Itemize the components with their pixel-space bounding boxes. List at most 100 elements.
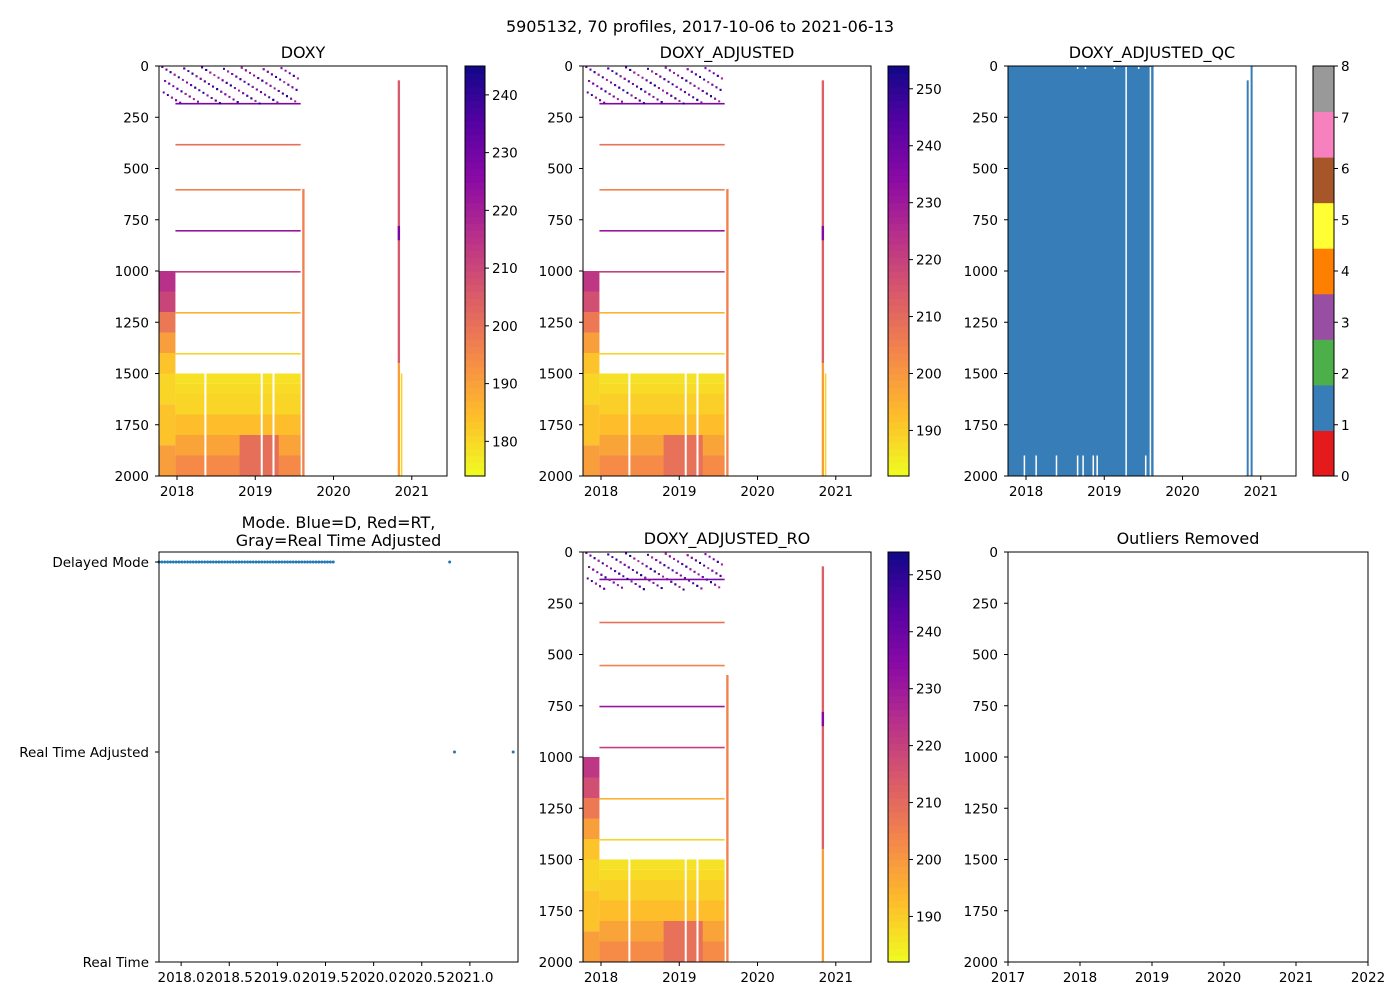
heatmap-speck — [712, 72, 715, 75]
heatmap-speck — [605, 78, 608, 81]
heatmap-speck — [218, 102, 221, 105]
heatmap-speck — [664, 552, 667, 555]
heatmap-speck — [637, 74, 640, 77]
heatmap-speck — [711, 569, 714, 572]
colorbar-segment — [888, 189, 909, 197]
heatmap-speck — [616, 584, 619, 587]
heatmap-speck — [590, 580, 593, 583]
heatmap-speck — [195, 75, 198, 78]
heatmap-cell — [599, 941, 725, 962]
colorbar-segment — [465, 113, 485, 122]
colorbar-segment — [465, 407, 485, 416]
heatmap-speck — [670, 580, 673, 583]
colorbar-segment — [888, 695, 909, 703]
doxy_adj-axes-frame — [582, 65, 872, 477]
qc-colorbar-segment — [1313, 293, 1334, 340]
heatmap-gap — [204, 373, 207, 476]
heatmap-speck — [611, 70, 614, 73]
heatmap-speck — [638, 585, 641, 588]
colorbar-segment — [888, 627, 909, 635]
qc-profile-line — [1246, 80, 1249, 476]
heatmap-speck — [166, 94, 169, 97]
delayed-mode-point — [325, 560, 329, 564]
colorbar-segment — [465, 271, 485, 279]
heatmap-speck — [697, 573, 700, 576]
qc-gap — [1076, 455, 1079, 476]
colorbar-segment — [888, 593, 909, 601]
x-tick-label: 2020 — [1207, 970, 1241, 986]
delayed-mode-point — [328, 560, 332, 564]
colorbar-segment — [888, 804, 909, 813]
colorbar-frame — [887, 65, 910, 477]
heatmap-speck — [605, 564, 608, 567]
heatmap-speck — [699, 561, 702, 564]
colorbar-segment — [888, 66, 909, 74]
colorbar-segment — [465, 312, 485, 320]
colorbar-segment — [888, 421, 909, 429]
heatmap-speck — [283, 81, 286, 84]
heatmap-speck — [634, 96, 637, 99]
heatmap-speck — [646, 67, 649, 70]
heatmap-speck — [703, 564, 706, 567]
delayed-mode-point — [257, 560, 261, 564]
heatmap-speck — [703, 78, 706, 81]
colorbar-segment — [465, 141, 485, 149]
y-tick-label: 0 — [564, 59, 573, 75]
colorbar-segment — [465, 189, 485, 197]
heatmap-speck — [679, 88, 682, 91]
colorbar-segment — [888, 880, 909, 888]
y-tick-label: 750 — [547, 699, 573, 715]
heatmap-speck — [662, 575, 665, 578]
colorbar-segment — [465, 216, 485, 224]
y-tick-label: 750 — [547, 213, 573, 229]
colorbar-segment — [888, 832, 909, 840]
colorbar-segment — [888, 230, 909, 238]
heatmap-cell — [175, 414, 301, 435]
heatmap-speck — [619, 561, 622, 564]
heatmap-speck — [604, 576, 607, 579]
colorbar-segment — [888, 770, 909, 779]
colorbar-segment — [888, 640, 909, 649]
heatmap-cell — [599, 455, 725, 476]
heatmap-speck — [714, 97, 717, 100]
heatmap-speck — [663, 564, 666, 567]
heatmap-speck — [636, 85, 639, 88]
colorbar-segment — [888, 346, 909, 354]
heatmap-band — [175, 102, 301, 105]
colorbar-segment — [888, 428, 909, 436]
delayed-mode-point — [197, 560, 201, 564]
x-tick-label: 2019 — [238, 484, 272, 500]
heatmap-speck — [719, 574, 722, 577]
heatmap-band — [599, 189, 725, 191]
colorbar-segment — [888, 325, 909, 334]
colorbar-segment — [888, 305, 909, 313]
colorbar-tick-label: 220 — [492, 203, 518, 219]
heatmap-speck — [652, 581, 655, 584]
heatmap-speck — [652, 95, 655, 98]
heatmap-speck — [273, 87, 276, 90]
heatmap-cell — [397, 225, 401, 241]
y-tick-label: 1500 — [539, 853, 573, 869]
colorbar-segment — [888, 709, 909, 717]
heatmap-speck — [601, 76, 604, 79]
heatmap-speck — [719, 88, 722, 91]
heatmap-speck — [681, 77, 684, 80]
colorbar-segment — [465, 373, 485, 381]
colorbar-segment — [888, 565, 909, 574]
delayed-mode-point — [297, 560, 301, 564]
heatmap-speck — [233, 87, 236, 90]
colorbar-segment — [888, 100, 909, 108]
heatmap-cell — [175, 394, 301, 415]
colorbar-segment — [465, 387, 485, 395]
colorbar-segment — [465, 161, 485, 170]
qc-gap — [1137, 66, 1140, 69]
colorbar-segment — [888, 777, 909, 785]
delayed-mode-point — [311, 560, 315, 564]
heatmap-speck — [660, 101, 663, 104]
heatmap-speck — [225, 81, 228, 84]
y-tick-label: 1000 — [539, 750, 573, 766]
heatmap-speck — [689, 568, 692, 571]
colorbar-segment — [888, 798, 909, 806]
heatmap-band — [599, 664, 725, 667]
heatmap-speck — [630, 94, 633, 97]
